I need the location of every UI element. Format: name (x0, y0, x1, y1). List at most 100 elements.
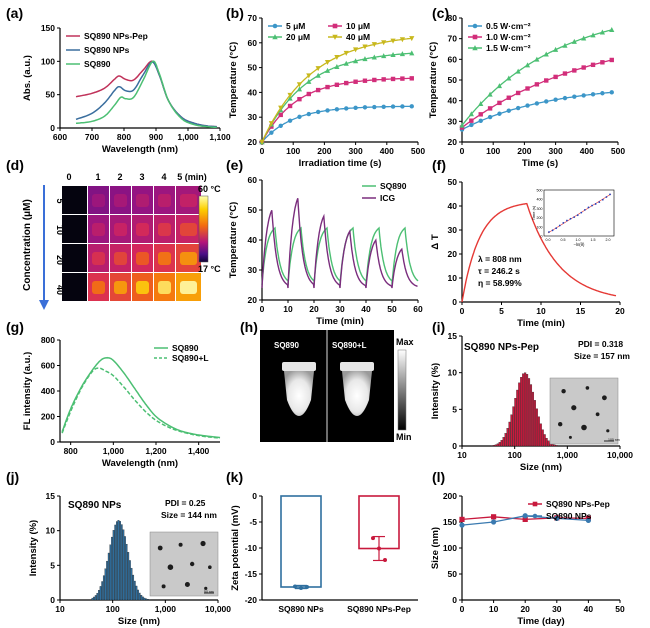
data-point (553, 74, 558, 80)
series-line (461, 202, 617, 303)
x-tick-label: 900 (149, 132, 163, 142)
inset-point (562, 221, 565, 224)
y-tick-label: 800 (41, 335, 55, 345)
data-point (390, 76, 396, 82)
x-tick-label: 10 (536, 306, 546, 316)
inset-y-label: Time (s) (531, 205, 536, 220)
data-point (581, 35, 587, 41)
histogram-bar (116, 521, 118, 601)
histogram-bar (101, 581, 104, 601)
f-anno-lambda: λ = 808 nm (478, 254, 522, 264)
chart-b-heating-concentration: 0 100 200 300 400 500 20 30 40 50 60 70 Irradiation … (228, 13, 425, 169)
data-point (353, 105, 358, 111)
data-point (599, 29, 605, 35)
tem-particle (167, 564, 174, 570)
chart-g-fluorescence: 800 1,000 1,200 1,400 0 200 400 600 800 Wavelengt… (22, 335, 221, 469)
data-point (287, 118, 293, 123)
histogram-bar (127, 552, 130, 601)
data-point (553, 97, 558, 102)
legend-label: 40 μM (346, 32, 370, 42)
thermal-hotspot (92, 252, 105, 265)
inset-point (569, 217, 572, 220)
x-axis-label: Time (s) (522, 158, 558, 169)
inset-point (548, 231, 550, 233)
data-point (325, 108, 330, 113)
data-point (590, 62, 596, 68)
histogram-bar (129, 560, 131, 601)
dls-i-title: SQ890 NPs-Pep (464, 342, 539, 353)
thermal-col-5: 5 (min) (177, 172, 207, 182)
y-tick-label: 150 (443, 517, 457, 527)
data-point (478, 118, 483, 124)
data-point (268, 121, 274, 127)
data-point (353, 79, 358, 84)
data-point (522, 516, 528, 522)
histogram-bar (502, 437, 505, 447)
x-tick-label: 60 (413, 304, 423, 314)
thermal-cell (62, 244, 87, 272)
histogram-bar (93, 596, 95, 601)
series-line (261, 198, 418, 289)
y-tick-label: -5 (249, 517, 257, 527)
histogram-bar (132, 574, 135, 601)
x-tick-label: 0 (460, 604, 465, 614)
y-tick-label: 5 (452, 404, 457, 414)
data-point (532, 501, 538, 507)
panel-label-d: (d) (6, 157, 24, 173)
histogram-bar (130, 567, 133, 601)
nir-scale-max: Max (396, 337, 414, 347)
inset-point (591, 204, 593, 207)
data-point (522, 513, 528, 519)
panel-label-i: (i) (432, 319, 445, 335)
x-tick-label: 600 (53, 132, 67, 142)
data-point (390, 104, 396, 109)
tube-right (340, 362, 374, 416)
histogram-bar (117, 520, 120, 601)
y-tick-label: 30 (448, 225, 458, 235)
data-point (344, 80, 349, 86)
thermal-cell (62, 215, 87, 243)
data-point (325, 84, 330, 90)
data-point (472, 23, 478, 29)
thermal-hotspot (114, 252, 127, 265)
inset-point (566, 219, 568, 222)
x-axis-label: Time (day) (517, 616, 564, 627)
chart-k-zeta: 0 -5 -10 -15 -20 Zeta potential (mV) SQ890 NPs… (230, 491, 418, 614)
f-anno-eta: η = 58.99% (478, 278, 522, 288)
inset-y-tick: 0 (541, 235, 543, 239)
x-tick-label: 50 (615, 604, 625, 614)
data-point (506, 108, 511, 113)
x-tick-label: 300 (549, 146, 563, 156)
data-point (343, 50, 349, 56)
histogram-bar (111, 536, 113, 601)
inset-point (555, 227, 558, 230)
data-point (515, 105, 521, 111)
data-point (372, 104, 377, 110)
data-point (259, 139, 265, 145)
data-point (353, 58, 359, 64)
histogram-bar (96, 593, 99, 601)
data-point (585, 517, 592, 524)
x-tick-label: 1,400 (188, 446, 210, 456)
histogram-bar (146, 599, 149, 601)
zeta-point (305, 585, 309, 589)
inset-x-label: −ln(θ) (574, 242, 585, 247)
histogram-bar (541, 429, 544, 447)
x-tick-label: 100 (508, 450, 522, 460)
data-point (543, 51, 549, 57)
thermal-row-10: 10 (55, 225, 65, 235)
legend-label: SQ890 (172, 343, 199, 353)
data-point (497, 100, 502, 106)
data-point (590, 92, 596, 97)
data-point (400, 104, 405, 109)
histogram-bar (508, 421, 511, 447)
y-tick-label: -10 (245, 543, 258, 553)
zeta-point (371, 536, 375, 541)
y-tick-label: 70 (448, 34, 458, 44)
histogram-bar (516, 389, 519, 447)
data-point (297, 114, 302, 120)
f-anno-tau: τ = 246.2 s (478, 266, 520, 276)
dls-j-size: Size = 144 nm (161, 510, 217, 520)
y-tick-label: 5 (50, 560, 55, 570)
data-point (478, 100, 484, 106)
